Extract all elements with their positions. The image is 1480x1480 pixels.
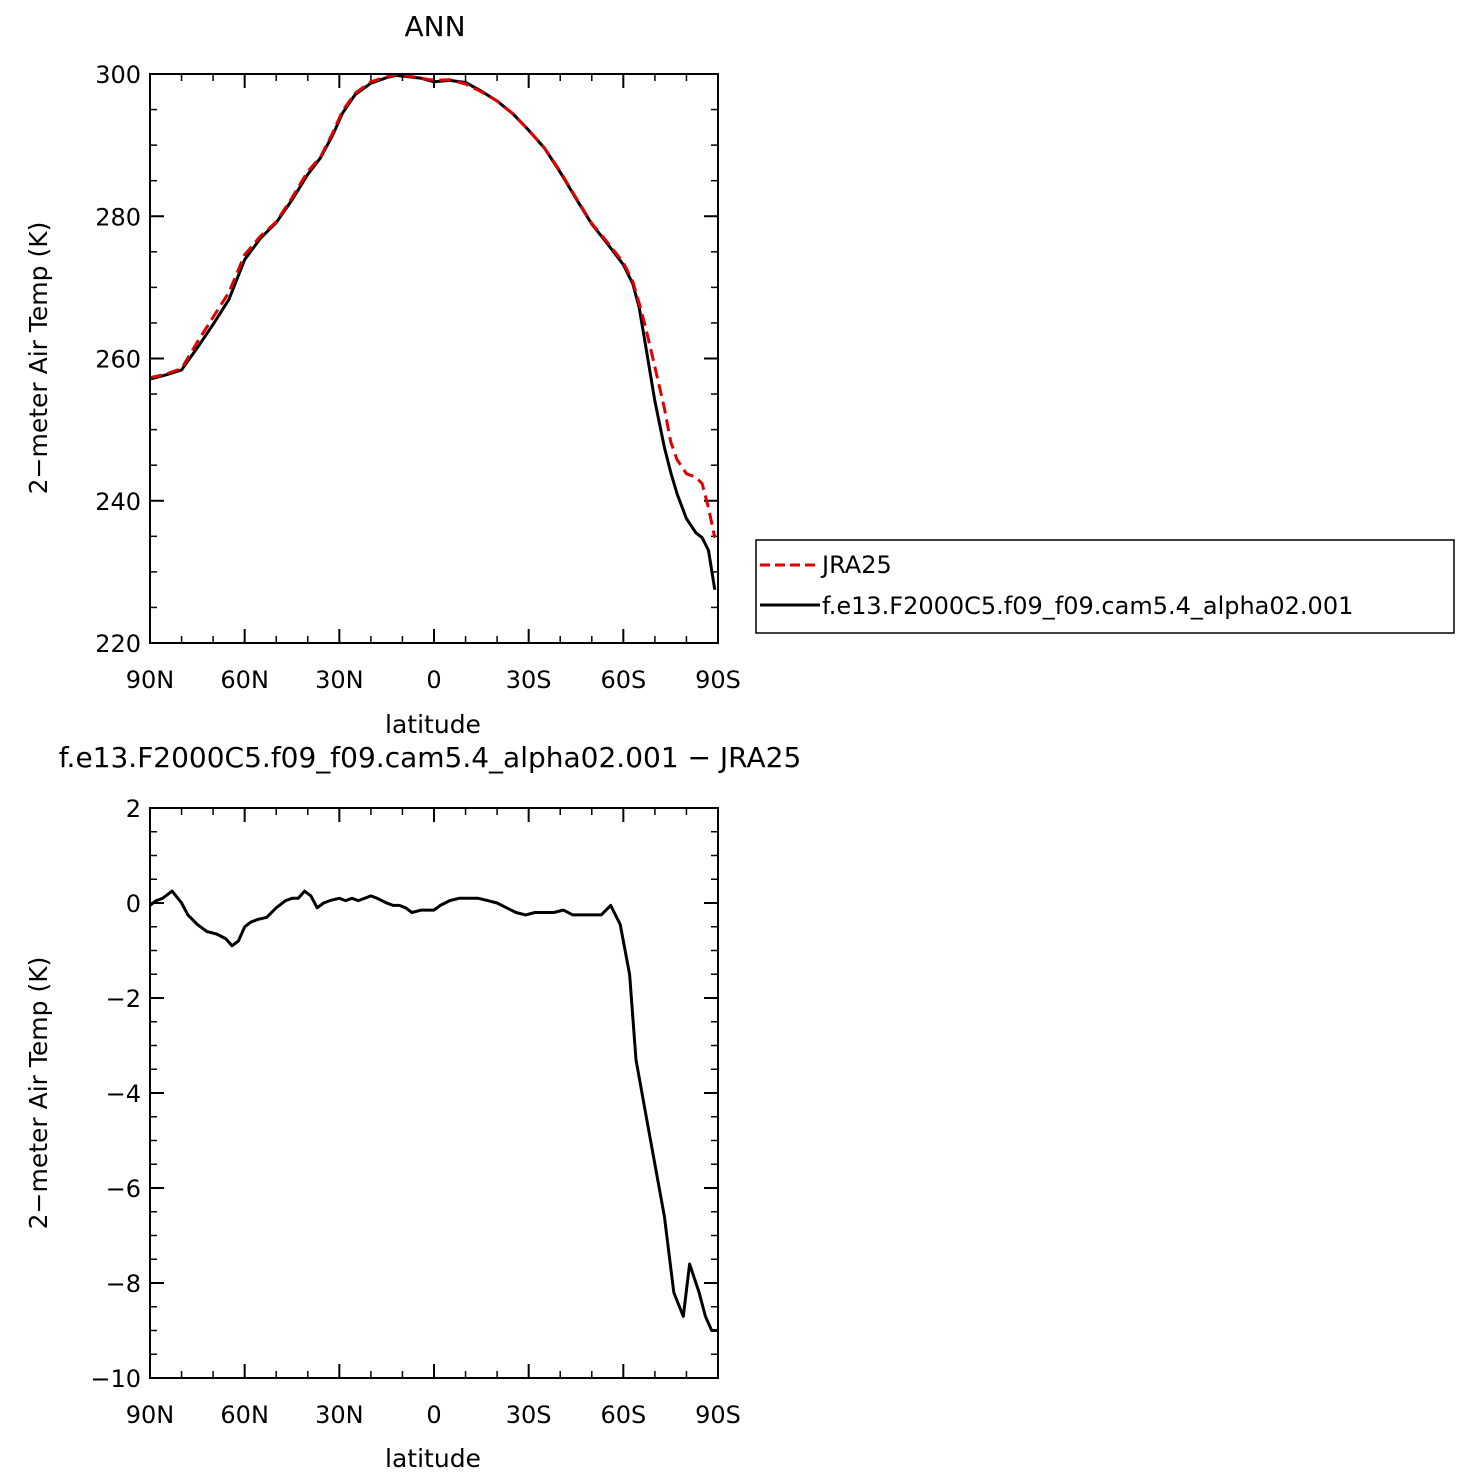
bottom-ticks bbox=[149, 807, 719, 1379]
bottom-x-tick-label: 60S bbox=[600, 1401, 646, 1429]
bottom-x-tick-label: 90S bbox=[695, 1401, 741, 1429]
top-y-tick-label: 300 bbox=[95, 61, 141, 89]
top-ticks bbox=[149, 73, 719, 644]
legend: JRA25 f.e13.F2000C5.f09_f09.cam5.4_alpha… bbox=[755, 539, 1455, 634]
bottom-y-tick-label: −2 bbox=[106, 985, 141, 1013]
bottom-x-tick-label: 0 bbox=[426, 1401, 441, 1429]
bottom-series-line-0 bbox=[149, 889, 718, 1332]
bottom-tick-labels: 90N 60N 30N 0 30S 60S 90S −10 −8 −6 −4 −2 0 2 bbox=[90, 795, 741, 1429]
top-y-tick-label: 260 bbox=[95, 346, 141, 374]
top-x-tick-label: 90S bbox=[695, 666, 741, 694]
top-x-tick-label: 90N bbox=[126, 666, 175, 694]
top-y-tick-label: 240 bbox=[95, 488, 141, 516]
bottom-x-tick-label: 60N bbox=[220, 1401, 269, 1429]
top-x-tick-label: 60N bbox=[220, 666, 269, 694]
top-x-tick-label: 60S bbox=[600, 666, 646, 694]
bottom-y-tick-label: −8 bbox=[106, 1270, 141, 1298]
bottom-plot-frame bbox=[149, 807, 719, 1379]
top-tick-labels: 90N 60N 30N 0 30S 60S 90S 220 240 260 280 300 bbox=[95, 61, 741, 694]
top-x-tick-label: 30N bbox=[315, 666, 364, 694]
bottom-x-tick-label: 30N bbox=[315, 1401, 364, 1429]
top-y-axis-title: 2−meter Air Temp (K) bbox=[24, 222, 53, 495]
top-series-line-0 bbox=[149, 73, 717, 590]
bottom-panel: f.e13.F2000C5.f09_f09.cam5.4_alpha02.001… bbox=[24, 741, 801, 1473]
legend-box bbox=[755, 539, 1455, 634]
top-y-tick-label: 220 bbox=[95, 630, 141, 658]
top-chart-title: ANN bbox=[404, 10, 465, 43]
top-y-tick-label: 280 bbox=[95, 203, 141, 231]
top-x-tick-label: 0 bbox=[426, 666, 441, 694]
legend-label-model: f.e13.F2000C5.f09_f09.cam5.4_alpha02.001 bbox=[822, 592, 1353, 620]
top-panel: ANN 2−meter Air Temp (K) latitude 90N 60N… bbox=[24, 10, 741, 739]
bottom-y-axis-title: 2−meter Air Temp (K) bbox=[24, 957, 53, 1230]
bottom-y-tick-label: −10 bbox=[90, 1365, 141, 1393]
top-x-axis-title: latitude bbox=[385, 710, 481, 739]
bottom-x-tick-label: 90N bbox=[126, 1401, 175, 1429]
bottom-y-tick-label: −6 bbox=[106, 1175, 141, 1203]
bottom-series-lines bbox=[149, 889, 718, 1332]
bottom-y-tick-label: 2 bbox=[126, 795, 141, 823]
bottom-x-axis-title: latitude bbox=[385, 1444, 481, 1473]
legend-label-jra25: JRA25 bbox=[820, 551, 892, 579]
top-series-line-1 bbox=[149, 73, 717, 539]
top-x-tick-label: 30S bbox=[506, 666, 552, 694]
bottom-y-tick-label: −4 bbox=[106, 1080, 141, 1108]
bottom-x-tick-label: 30S bbox=[506, 1401, 552, 1429]
bottom-y-tick-label: 0 bbox=[126, 890, 141, 918]
top-plot-frame bbox=[149, 73, 719, 644]
bottom-chart-title: f.e13.F2000C5.f09_f09.cam5.4_alpha02.001… bbox=[59, 741, 802, 774]
top-series-lines bbox=[149, 73, 717, 590]
